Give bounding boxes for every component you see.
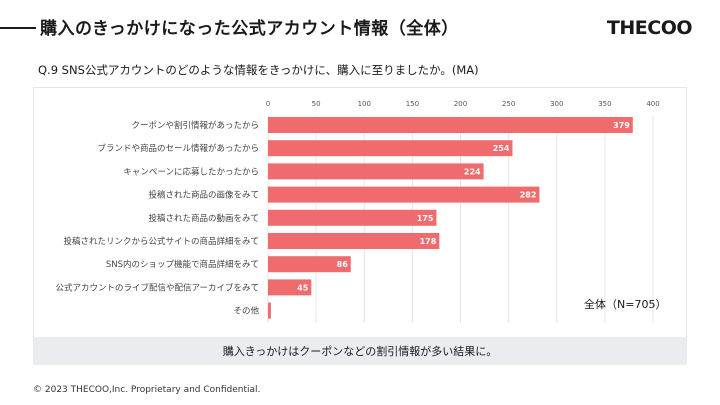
title-rule: [0, 27, 36, 29]
category-label: その他: [233, 306, 259, 317]
x-tick-label: 300: [550, 100, 563, 108]
bar-value-label: 175: [417, 214, 434, 223]
category-label: 投稿されたリンクから公式サイトの商品詳細をみて: [63, 236, 259, 247]
x-tick-label: 0: [266, 100, 270, 108]
tick-layer: 0 50 100 150 200 250 300 350 400: [266, 100, 660, 108]
label-layer: 379 クーポンや割引情報があったから 254 ブランドや商品のセール情報があったから…: [56, 120, 631, 317]
page-title: 購入のきっかけになった公式アカウント情報（全体）: [40, 19, 459, 39]
bar: [268, 209, 437, 226]
bar-value-label: 3: [262, 307, 268, 316]
x-tick-label: 150: [406, 100, 419, 108]
category-label: 投稿された商品の画像をみて: [148, 190, 259, 201]
x-tick-label: 200: [454, 100, 467, 108]
bar-value-label: 224: [464, 167, 481, 176]
x-tick-label: 100: [358, 100, 371, 108]
chart-legend: 全体（N=705）: [584, 298, 667, 311]
bar: [268, 163, 484, 180]
chart-panel: [33, 87, 687, 365]
copyright-footer: © 2023 THECOO,Inc. Proprietary and Confi…: [33, 385, 261, 395]
bar: [268, 140, 513, 157]
company-logo: THECOO: [606, 17, 693, 39]
bar-value-label: 86: [337, 260, 349, 269]
category-label: キャンペーンに応募したかったから: [123, 166, 259, 177]
bar-layer: [268, 117, 633, 319]
category-label: クーポンや割引情報があったから: [131, 120, 259, 131]
category-label: 公式アカウントのライブ配信や配信アーカイブをみて: [56, 282, 260, 293]
category-label: ブランドや商品のセール情報があったから: [97, 143, 259, 154]
category-label: 投稿された商品の動画をみて: [148, 213, 259, 224]
bar: [268, 302, 271, 319]
bar-value-label: 282: [520, 191, 537, 200]
bar-value-label: 45: [297, 283, 309, 292]
x-tick-label: 350: [598, 100, 611, 108]
bar-value-label: 178: [420, 237, 437, 246]
x-tick-label: 400: [646, 100, 659, 108]
bar-value-label: 379: [613, 121, 630, 130]
x-tick-label: 250: [502, 100, 515, 108]
bar: [268, 279, 312, 296]
x-tick-label: 50: [312, 100, 321, 108]
bar: [268, 117, 633, 133]
summary-caption: 購入きっかけはクーポンなどの割引情報が多い結果に。: [33, 337, 687, 365]
bar-value-label: 254: [493, 144, 510, 153]
bar: [268, 256, 351, 273]
question-text: Q.9 SNS公式アカウントのどのような情報をきっかけに、購入に至りましたか。(…: [38, 63, 479, 77]
bar: [268, 233, 440, 249]
bar: [268, 186, 540, 203]
category-label: SNS内のショップ機能で商品詳細をみて: [106, 259, 259, 270]
